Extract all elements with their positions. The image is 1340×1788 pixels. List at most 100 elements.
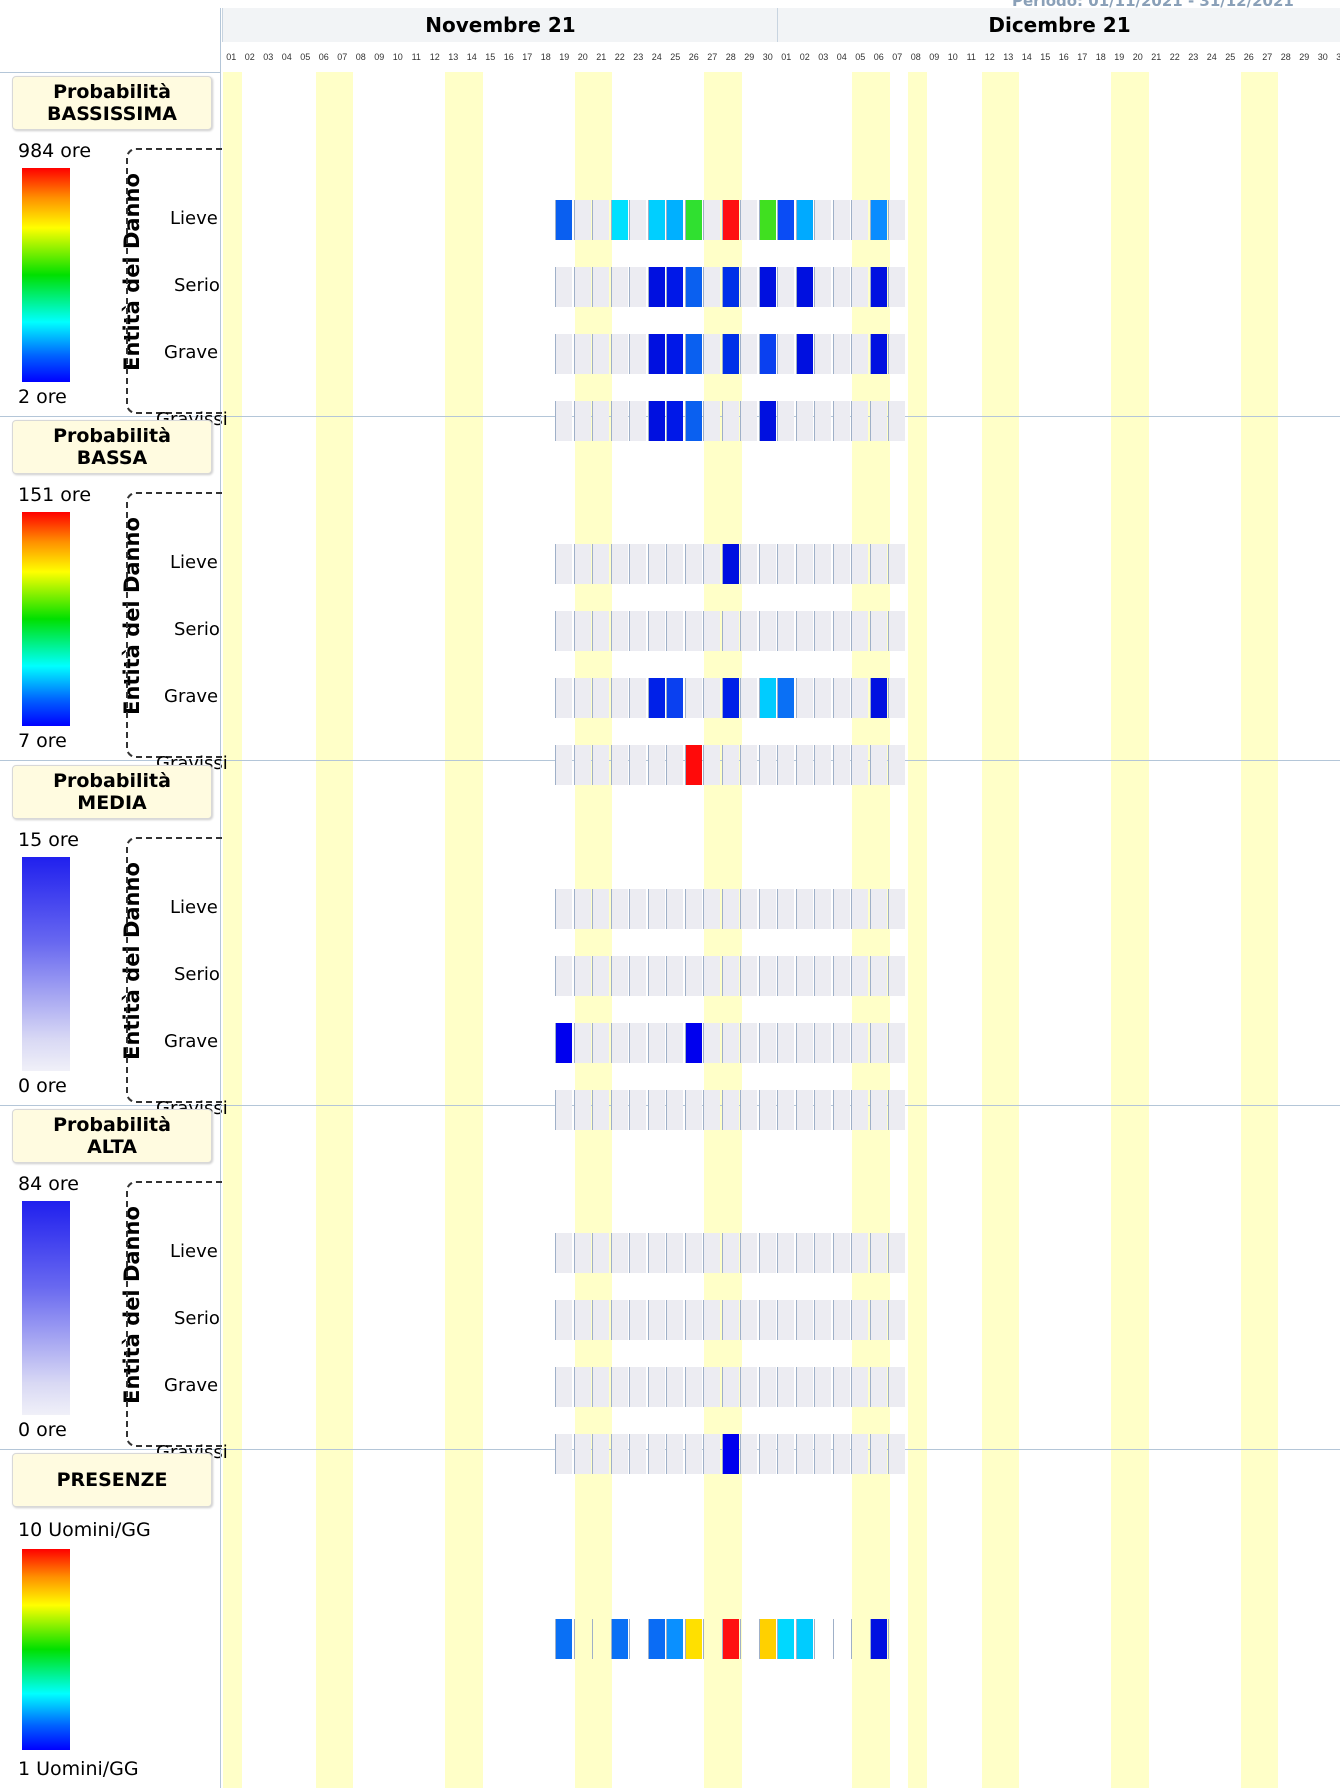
- empty-cell: [574, 889, 591, 929]
- empty-cell: [556, 956, 572, 996]
- empty-cell: [833, 1090, 850, 1130]
- panel-bassissima: [0, 72, 221, 416]
- day-label: 16: [499, 42, 519, 72]
- empty-cell: [630, 611, 646, 651]
- cell-divider: [647, 1434, 649, 1474]
- row-label: Serio: [174, 275, 220, 296]
- cell-divider: [795, 1434, 797, 1474]
- empty-cell: [759, 1090, 776, 1130]
- cell-divider: [721, 401, 723, 441]
- empty-cell: [759, 745, 776, 785]
- cell-divider: [814, 334, 815, 374]
- cell-divider: [666, 1619, 667, 1659]
- empty-cell: [796, 1434, 813, 1474]
- panel-title: Probabilità BASSA: [12, 420, 212, 474]
- empty-cell: [722, 1090, 739, 1130]
- cell-divider: [666, 200, 667, 240]
- cell-divider: [629, 1023, 630, 1063]
- cell-divider: [703, 745, 704, 785]
- day-label: 15: [1036, 42, 1056, 72]
- cell-divider: [629, 1233, 630, 1273]
- empty-cell: [704, 1090, 720, 1130]
- empty-cell: [704, 889, 720, 929]
- heat-cell: [648, 200, 665, 240]
- empty-cell: [796, 1300, 813, 1340]
- cell-divider: [832, 401, 834, 441]
- cell-divider: [555, 1434, 556, 1474]
- empty-cell: [667, 1367, 683, 1407]
- day-label: 27: [1258, 42, 1278, 72]
- cell-divider: [758, 200, 760, 240]
- cell-divider: [592, 334, 593, 374]
- cell-divider: [869, 1300, 871, 1340]
- day-label: 07: [888, 42, 908, 72]
- cell-divider: [721, 334, 723, 374]
- cell-divider: [721, 200, 723, 240]
- empty-cell: [870, 1367, 887, 1407]
- cell-divider: [592, 956, 593, 996]
- empty-cell: [611, 1090, 628, 1130]
- cell-divider: [666, 1023, 667, 1063]
- cell-divider: [777, 889, 778, 929]
- cell-divider: [758, 611, 760, 651]
- cell-divider: [684, 1023, 686, 1063]
- empty-cell: [648, 1434, 665, 1474]
- row-bracket: [126, 837, 222, 1103]
- cell-divider: [888, 200, 889, 240]
- scale-max-label: 151 ore: [18, 484, 92, 506]
- empty-cell: [889, 544, 905, 584]
- cell-divider: [888, 1233, 889, 1273]
- presenze-scale-min: 1 Uomini/GG: [18, 1758, 139, 1780]
- cell-divider: [703, 200, 704, 240]
- cell-divider: [684, 1300, 686, 1340]
- cell-divider: [629, 267, 630, 307]
- empty-cell: [870, 544, 887, 584]
- cell-divider: [869, 1367, 871, 1407]
- cell-divider: [555, 334, 556, 374]
- empty-cell: [815, 611, 831, 651]
- row-bracket: [126, 1181, 222, 1447]
- heat-cell: [648, 401, 665, 441]
- scale-max-label: 84 ore: [18, 1173, 79, 1195]
- heat-cell: [648, 1619, 665, 1659]
- day-label: 22: [1165, 42, 1185, 72]
- empty-cell: [741, 956, 757, 996]
- empty-cell: [630, 889, 646, 929]
- cell-divider: [629, 678, 630, 718]
- weekend-column: [1000, 72, 1019, 1788]
- cell-divider: [555, 1090, 556, 1130]
- empty-cell: [574, 544, 591, 584]
- cell-divider: [592, 1233, 593, 1273]
- empty-cell: [574, 1300, 591, 1340]
- cell-divider: [592, 745, 593, 785]
- empty-cell: [630, 544, 646, 584]
- weekend-column: [1129, 72, 1149, 1788]
- empty-cell: [630, 745, 646, 785]
- empty-cell: [722, 611, 739, 651]
- cell-divider: [814, 611, 815, 651]
- heat-cell: [685, 745, 702, 785]
- empty-cell: [648, 745, 665, 785]
- heat-cell: [611, 1619, 628, 1659]
- day-label: 14: [462, 42, 482, 72]
- empty-cell: [889, 678, 905, 718]
- day-label: 03: [259, 42, 279, 72]
- cell-divider: [777, 1619, 778, 1659]
- cell-divider: [573, 1367, 575, 1407]
- empty-cell: [778, 1090, 794, 1130]
- weekend-column: [593, 72, 612, 1788]
- empty-cell: [759, 611, 776, 651]
- empty-cell: [815, 678, 831, 718]
- cell-divider: [851, 334, 852, 374]
- cell-divider: [795, 334, 797, 374]
- cell-divider: [629, 1300, 630, 1340]
- empty-cell: [685, 1434, 702, 1474]
- heat-cell: [722, 200, 739, 240]
- cell-divider: [869, 401, 871, 441]
- empty-cell: [852, 956, 868, 996]
- empty-cell: [741, 1300, 757, 1340]
- cell-divider: [610, 956, 612, 996]
- heat-cell: [667, 267, 683, 307]
- empty-cell: [593, 678, 609, 718]
- cell-divider: [684, 1434, 686, 1474]
